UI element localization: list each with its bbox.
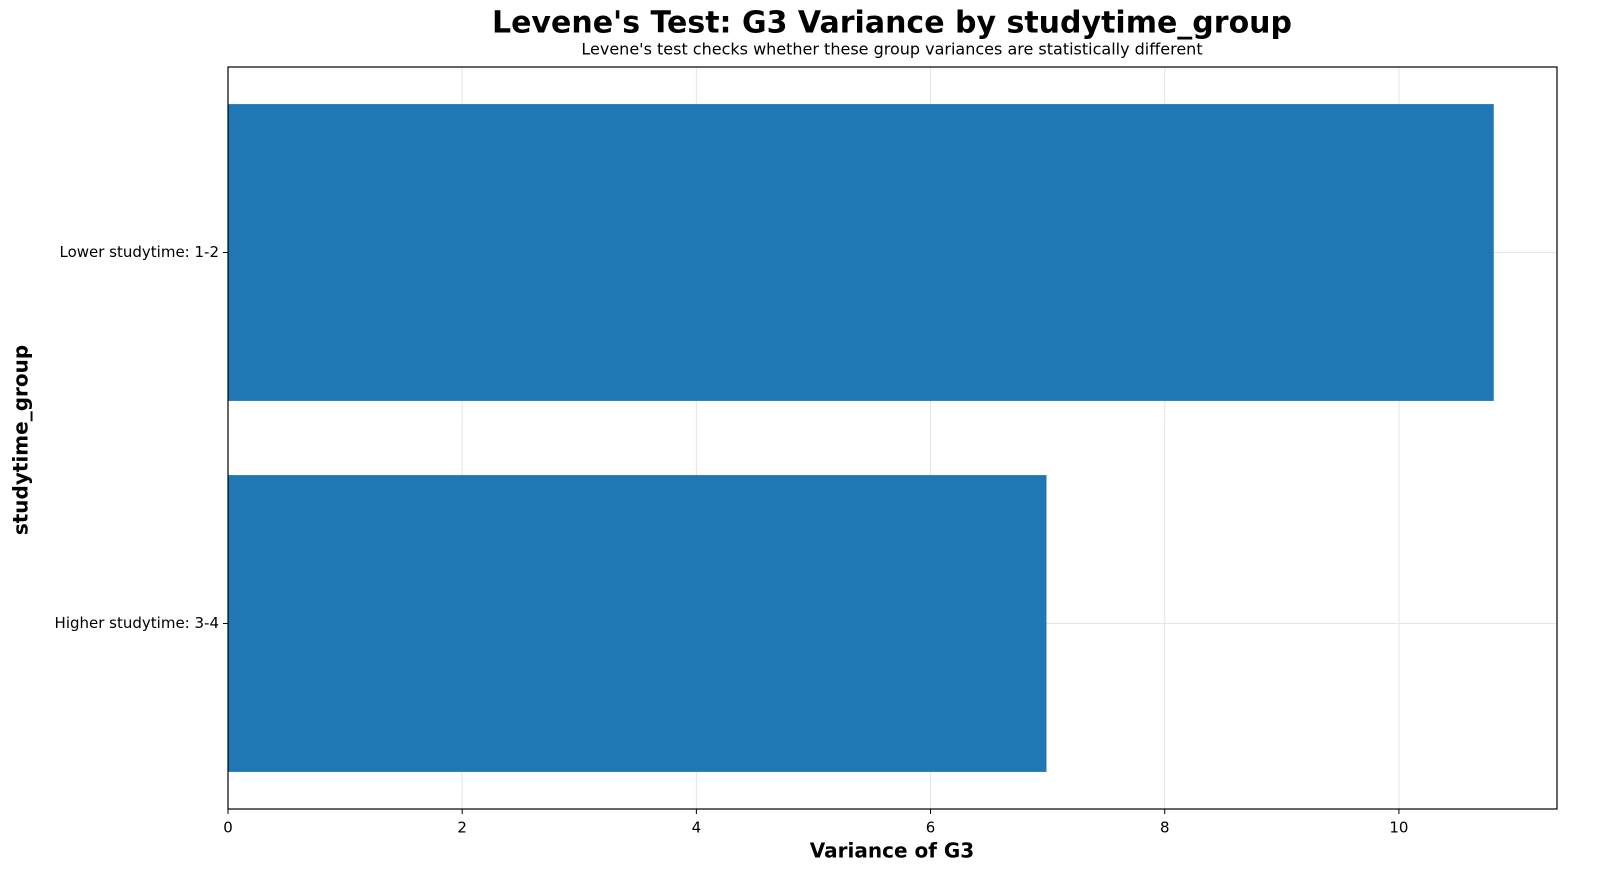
y-tick-label: Higher studytime: 3-4	[55, 614, 219, 632]
bar	[228, 475, 1047, 772]
bar	[228, 104, 1494, 401]
y-axis-label: studytime_group	[9, 345, 33, 535]
plot-frame	[227, 66, 1558, 810]
x-tick-label: 0	[223, 819, 233, 837]
chart-title: Levene's Test: G3 Variance by studytime_…	[492, 6, 1292, 41]
x-tick-label: 10	[1389, 819, 1408, 837]
x-tick-label: 6	[926, 819, 936, 837]
chart-subtitle: Levene's test checks whether these group…	[581, 40, 1202, 59]
x-tick-label: 4	[692, 819, 702, 837]
x-tick-label: 8	[1160, 819, 1170, 837]
y-tick-label: Lower studytime: 1-2	[59, 243, 219, 261]
x-axis-label: Variance of G3	[810, 839, 974, 863]
x-tick-label: 2	[457, 819, 467, 837]
